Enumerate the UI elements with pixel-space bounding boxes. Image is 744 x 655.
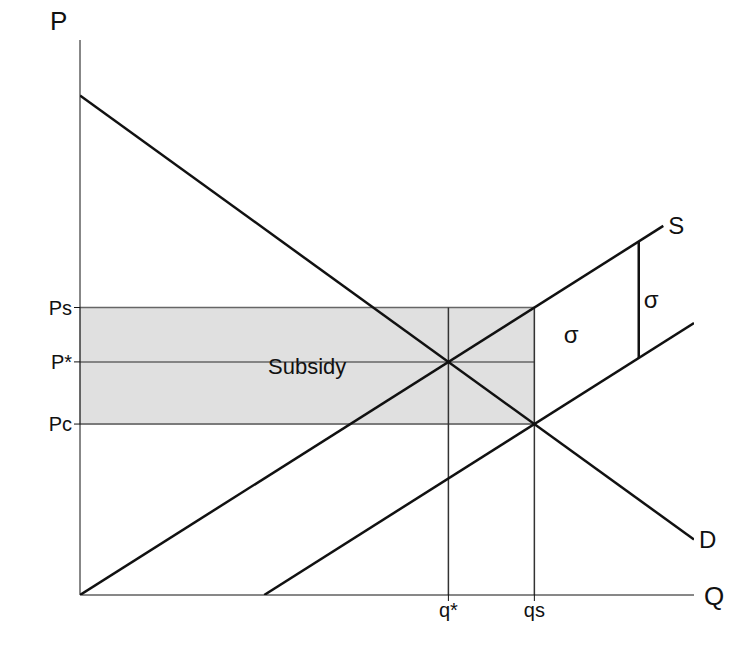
svg-text:Ps: Ps (49, 297, 72, 319)
html-text:P: P (50, 6, 68, 36)
svg-text:P*: P* (51, 351, 72, 373)
svg-text:S: S (668, 212, 684, 239)
svg-text:Pc: Pc (49, 413, 72, 435)
svg-text:σ: σ (564, 321, 579, 348)
svg-text:σ: σ (644, 286, 659, 313)
svg-text:qs: qs (524, 599, 545, 621)
svg-text:q*: q* (439, 599, 458, 621)
svg-text:D: D (699, 526, 716, 553)
svg-text:Subsidy: Subsidy (268, 354, 346, 379)
html-text:Q: Q (704, 581, 725, 611)
